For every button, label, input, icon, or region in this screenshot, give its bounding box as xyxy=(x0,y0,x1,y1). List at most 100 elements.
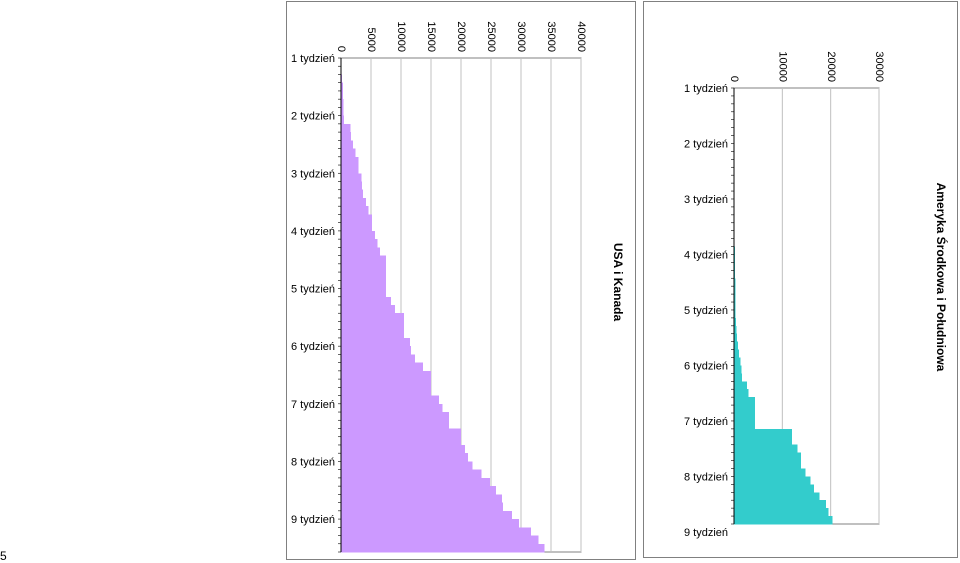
chart1-bar xyxy=(734,444,798,454)
chart0-bar xyxy=(341,123,351,133)
chart0-bar xyxy=(341,337,410,347)
chart0-bar xyxy=(341,181,362,191)
chart1-bar xyxy=(734,397,755,406)
chart0-category-label: 9 tydzień xyxy=(291,514,335,526)
chart1-bar xyxy=(734,317,736,327)
chart0-bar xyxy=(341,313,404,323)
chart0-bar xyxy=(341,74,343,84)
chart0-bar xyxy=(341,444,466,454)
chart1-value-tick-label: 30000 xyxy=(873,51,885,82)
chart1-category-label: 7 tydzień xyxy=(684,416,728,428)
chart0-bar xyxy=(341,156,359,166)
chart1-value-tick-label: 0 xyxy=(728,76,740,82)
chart0-bar xyxy=(341,486,496,495)
chart1-category-label: 1 tydzień xyxy=(684,83,728,95)
chart0-value-tick-label: 0 xyxy=(335,46,347,52)
chart0-category-label: 8 tydzień xyxy=(291,456,335,468)
chart1-category-label: 9 tydzień xyxy=(684,527,728,539)
chart0-bar xyxy=(341,461,473,471)
chart0-bar xyxy=(341,255,386,265)
chart1-bar xyxy=(734,286,736,295)
chart0-bar xyxy=(341,412,449,421)
chart0-bar xyxy=(341,115,344,125)
chart0-value-tick-label: 20000 xyxy=(455,21,467,52)
chart1-category-label: 6 tydzień xyxy=(684,360,728,372)
chart0-bar xyxy=(341,197,367,207)
chart0-bar xyxy=(341,535,539,545)
chart0-bar xyxy=(341,387,431,397)
chart0-category-label: 2 tydzień xyxy=(291,111,335,123)
chart0-bar xyxy=(341,214,373,224)
chart1-bar xyxy=(734,476,811,485)
chart1-bar xyxy=(734,516,833,525)
chart0-bar xyxy=(341,222,373,232)
chart0-bar xyxy=(341,519,520,528)
chart1-bar xyxy=(734,333,737,343)
chart0-bar xyxy=(341,148,356,158)
chart0-bar xyxy=(341,239,378,248)
chart0-bar xyxy=(341,272,386,281)
chart1-category-label: 5 tydzień xyxy=(684,305,728,317)
chart0-category-label: 6 tydzień xyxy=(291,341,335,353)
chart1-bar xyxy=(734,389,749,398)
chart0-bar xyxy=(341,82,343,92)
chart1-bar xyxy=(734,325,737,335)
chart1-bar xyxy=(734,428,792,438)
chart0-bar xyxy=(341,469,482,479)
chart1-bar xyxy=(734,420,755,430)
chart0-bar xyxy=(341,395,439,405)
chart0-bar xyxy=(341,165,359,174)
chart1-bar xyxy=(734,341,738,351)
chart0-bar xyxy=(341,362,424,372)
chart0-value-tick-label: 30000 xyxy=(515,21,527,52)
chart0-title: USA i Kanada xyxy=(611,243,625,322)
chart1-category-label: 4 tydzień xyxy=(684,249,728,261)
chart0-bar xyxy=(341,329,404,339)
chart0-bar xyxy=(341,403,443,413)
chart0-bar xyxy=(341,436,461,446)
chart1-bar xyxy=(734,460,802,470)
chart0-category-label: 3 tydzień xyxy=(291,168,335,180)
chart1-bar xyxy=(734,357,741,367)
chart-ameryka-srodkowa-poludniowa: 0 10000 20000 30000 1 tydzień 2 tydzień 3 tydz… xyxy=(643,1,958,558)
chart0-category-label: 1 tydzień xyxy=(291,53,335,65)
chart0-bar xyxy=(341,140,353,150)
chart0-value-tick-label: 15000 xyxy=(425,21,437,52)
chart0-bar xyxy=(341,370,431,380)
chart1-bar xyxy=(734,309,736,319)
chart1-category-label: 2 tydzień xyxy=(684,138,728,150)
chart0-bar xyxy=(341,354,415,364)
chart1-category-label: 8 tydzień xyxy=(684,471,728,483)
chart0-bar xyxy=(341,296,391,306)
chart0-bar xyxy=(341,90,343,100)
chart0-bar xyxy=(341,428,461,438)
chart0-category-label: 4 tydzień xyxy=(291,226,335,238)
chart0-category-label: 7 tydzień xyxy=(291,399,335,411)
chart1-bar xyxy=(734,405,755,414)
chart1-value-tick-label: 10000 xyxy=(776,51,788,82)
chart1-bar xyxy=(734,381,748,390)
chart0-bar xyxy=(341,321,404,331)
chart0-bar xyxy=(341,280,386,290)
chart0-category-label: 5 tydzień xyxy=(291,284,335,296)
chart0-bar xyxy=(341,346,412,355)
chart1-bar xyxy=(734,302,736,311)
chart1-bar xyxy=(734,365,742,374)
chart0-bar xyxy=(341,477,490,487)
chart1-bar xyxy=(734,492,820,501)
chart1-bar xyxy=(734,413,755,422)
chart-usa-kanada: 0 5000 10000 15000 20000 25000 30000 35000 40000… xyxy=(286,1,636,560)
chart0-bar xyxy=(341,247,380,257)
chart0-bar xyxy=(341,263,386,273)
chart-svg-usa: 0 5000 10000 15000 20000 25000 30000 35000 40000… xyxy=(291,21,625,553)
chart1-title: Ameryka Środkowa i Południowa xyxy=(934,183,949,372)
page-number: 5 xyxy=(0,549,7,563)
chart0-value-tick-label: 40000 xyxy=(575,21,587,52)
chart0-value-tick-label: 10000 xyxy=(395,21,407,52)
chart0-bar xyxy=(341,420,449,430)
chart1-bar xyxy=(734,452,802,462)
chart0-bar xyxy=(341,305,395,314)
chart1-bar xyxy=(734,373,743,382)
chart1-bar xyxy=(734,278,736,287)
chart0-bar xyxy=(341,510,512,520)
